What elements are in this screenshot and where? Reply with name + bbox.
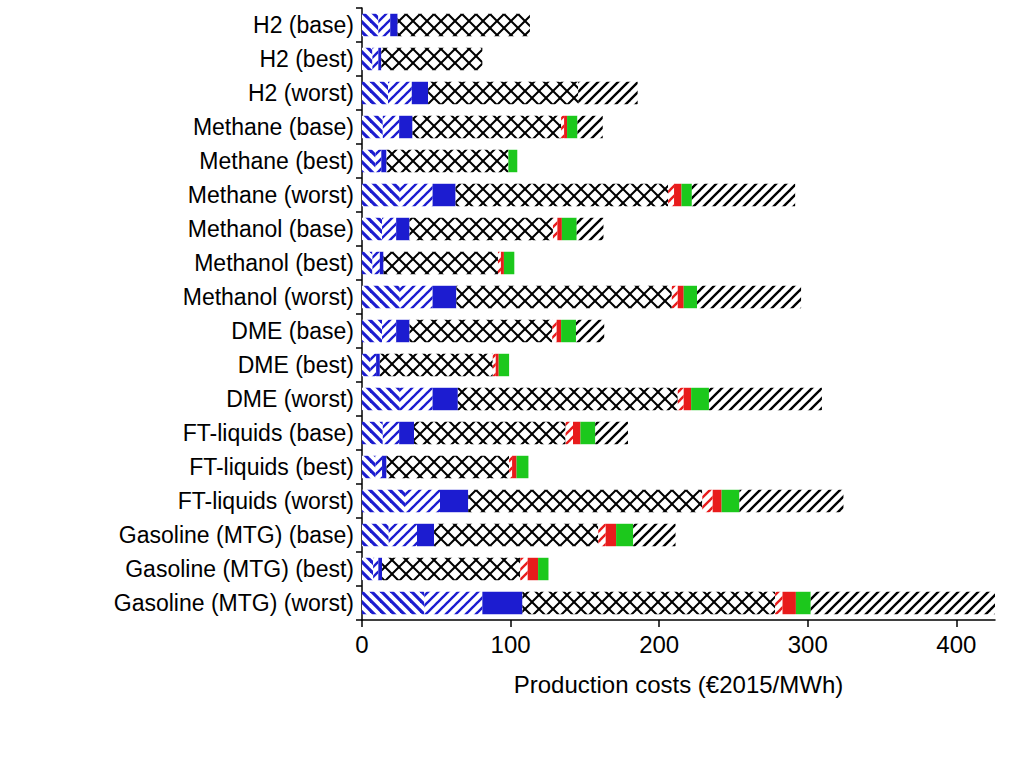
svg-text:Methanol (base): Methanol (base) bbox=[188, 216, 354, 242]
svg-text:H2 (base): H2 (base) bbox=[253, 12, 354, 38]
svg-text:100: 100 bbox=[491, 631, 531, 658]
svg-text:Gasoline (MTG) (best): Gasoline (MTG) (best) bbox=[125, 556, 354, 582]
svg-text:FT-liquids (base): FT-liquids (base) bbox=[183, 420, 354, 446]
svg-text:300: 300 bbox=[788, 631, 828, 658]
svg-text:Gasoline (MTG) (worst): Gasoline (MTG) (worst) bbox=[114, 590, 354, 616]
svg-text:Methane (best): Methane (best) bbox=[199, 148, 354, 174]
svg-text:DME (best): DME (best) bbox=[238, 352, 354, 378]
svg-text:H2 (worst): H2 (worst) bbox=[248, 80, 354, 106]
svg-text:FT-liquids (best): FT-liquids (best) bbox=[189, 454, 354, 480]
svg-text:Methanol (best): Methanol (best) bbox=[194, 250, 354, 276]
svg-text:FT-liquids (worst): FT-liquids (worst) bbox=[178, 488, 354, 514]
svg-text:H2 (best): H2 (best) bbox=[259, 46, 354, 72]
svg-text:400: 400 bbox=[936, 631, 976, 658]
svg-text:DME (worst): DME (worst) bbox=[226, 386, 354, 412]
svg-text:Production costs (€2015/MWh): Production costs (€2015/MWh) bbox=[514, 671, 843, 698]
svg-text:Methane (base): Methane (base) bbox=[193, 114, 354, 140]
svg-text:200: 200 bbox=[639, 631, 679, 658]
svg-text:0: 0 bbox=[355, 631, 368, 658]
svg-text:Methanol (worst): Methanol (worst) bbox=[183, 284, 354, 310]
svg-text:DME (base): DME (base) bbox=[231, 318, 354, 344]
svg-text:Gasoline (MTG) (base): Gasoline (MTG) (base) bbox=[119, 522, 354, 548]
svg-text:Methane (worst): Methane (worst) bbox=[188, 182, 354, 208]
